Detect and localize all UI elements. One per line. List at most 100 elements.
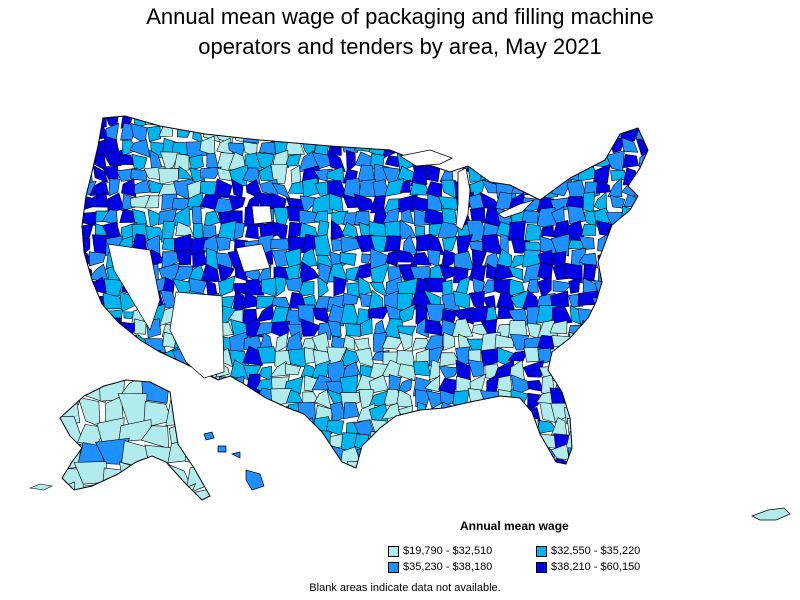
area-cell — [522, 262, 543, 284]
area-cell — [199, 116, 222, 127]
area-cell — [550, 233, 570, 257]
area-cell — [522, 167, 538, 186]
area-cell — [636, 116, 648, 130]
area-cell — [384, 125, 401, 138]
area-cell — [624, 334, 639, 349]
area-cell — [247, 448, 258, 462]
area-cell — [621, 307, 639, 326]
us-area-cells — [82, 116, 648, 468]
area-cell — [233, 417, 248, 437]
area-cell — [242, 126, 259, 144]
area-cell — [409, 433, 433, 450]
area-cell — [608, 403, 629, 421]
area-cell — [494, 433, 515, 451]
area-cell — [440, 249, 456, 271]
area-cell — [259, 141, 276, 155]
area-cell — [636, 406, 648, 418]
area-cell — [401, 208, 414, 225]
area-cell — [372, 462, 387, 468]
area-cell — [554, 350, 573, 362]
area-cell — [353, 116, 373, 130]
area-cell — [499, 142, 513, 158]
legend-label-3: $35,230 - $38,180 — [403, 561, 493, 573]
area-cell — [312, 116, 333, 130]
area-cell — [522, 154, 543, 170]
area-cell — [635, 123, 648, 140]
area-cell — [640, 207, 648, 228]
area-cell — [564, 262, 583, 284]
area-cell — [610, 261, 626, 281]
area-cell — [451, 306, 474, 325]
area-cell — [190, 417, 209, 433]
area-cell — [131, 153, 148, 173]
area-cell — [622, 154, 639, 169]
area-cell — [578, 402, 598, 425]
area-cell — [454, 447, 469, 467]
area-cell — [192, 126, 204, 144]
area-cell — [482, 401, 498, 420]
area-cell — [345, 323, 361, 337]
area-cell — [157, 364, 174, 381]
area-cell — [297, 281, 315, 298]
area-cell — [82, 305, 92, 327]
area-cell — [606, 462, 628, 468]
area-cell — [313, 122, 334, 139]
area-cell — [443, 332, 455, 351]
area-cell — [439, 420, 459, 437]
area-cell — [608, 361, 627, 382]
area-cell — [605, 116, 628, 130]
area-cell — [326, 149, 346, 173]
area-cell — [635, 264, 648, 282]
area-cell — [428, 116, 443, 130]
area-cell — [495, 116, 511, 130]
area-cell — [341, 116, 360, 131]
area-cell — [509, 166, 526, 185]
area-cell — [566, 352, 582, 367]
area-cell — [410, 164, 428, 186]
area-cell — [440, 179, 456, 199]
area-cell — [439, 446, 456, 467]
area-cell — [227, 406, 248, 423]
area-cell — [397, 331, 413, 352]
area-cell — [636, 377, 648, 395]
area-cell — [396, 126, 419, 144]
area-cell — [193, 389, 206, 410]
area-cell — [577, 116, 595, 127]
area-cell — [423, 289, 442, 307]
area-cell — [186, 192, 205, 210]
area-cell — [339, 252, 357, 267]
legend-label-2: $32,550 - $35,220 — [551, 545, 641, 557]
area-cell — [119, 461, 147, 489]
area-cell — [597, 252, 611, 269]
area-cell — [605, 292, 629, 312]
blank-area-colorado — [235, 243, 271, 273]
area-cell — [479, 417, 501, 439]
area-cell — [133, 360, 152, 376]
legend-item-2: $32,550 - $35,220 — [536, 545, 640, 557]
area-cell — [591, 116, 613, 127]
area-cell — [87, 323, 107, 340]
area-cell — [385, 430, 403, 452]
area-cell — [163, 380, 193, 404]
area-cell — [508, 220, 526, 242]
area-cell — [633, 193, 648, 210]
area-cell — [620, 378, 640, 393]
area-cell — [466, 116, 488, 129]
area-cell — [176, 249, 192, 266]
area-cell — [580, 431, 598, 453]
area-cell — [230, 116, 249, 130]
area-cell — [327, 263, 349, 283]
area-cell — [607, 334, 627, 355]
area-cell — [581, 447, 600, 462]
area-cell — [354, 210, 370, 226]
area-cell — [437, 430, 459, 452]
area-cell — [172, 403, 194, 424]
area-cell — [89, 179, 110, 196]
area-cell — [499, 421, 517, 436]
area-cell — [263, 116, 278, 131]
area-cell — [343, 402, 360, 420]
area-cell — [454, 404, 475, 423]
area-cell — [511, 458, 529, 468]
area-cell — [634, 415, 648, 439]
area-cell — [233, 222, 246, 241]
